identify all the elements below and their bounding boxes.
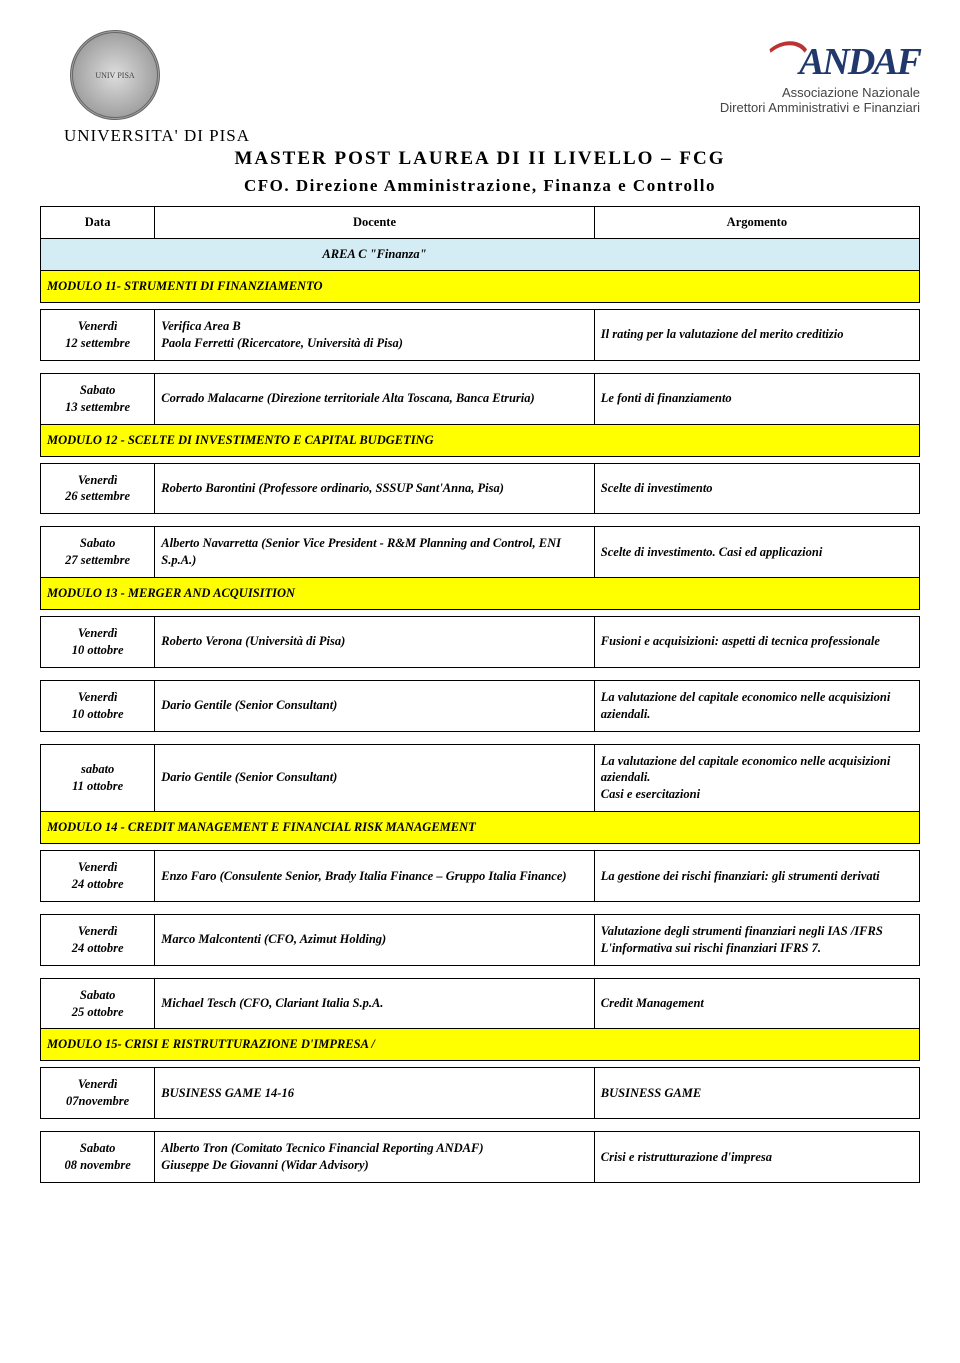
module-header-row: MODULO 14 - CREDIT MANAGEMENT E FINANCIA… — [41, 812, 920, 844]
argomento-cell: Crisi e ristrutturazione d'impresa — [594, 1132, 919, 1183]
col-header-data: Data — [41, 207, 155, 239]
subtitle: CFO. Direzione Amministrazione, Finanza … — [40, 176, 920, 196]
area-label: AREA C "Finanza" — [155, 239, 595, 271]
schedule-row: Sabato08 novembreAlberto Tron (Comitato … — [41, 1132, 920, 1183]
argomento-cell: Il rating per la valutazione del merito … — [594, 310, 919, 361]
date-cell: Sabato25 ottobre — [41, 978, 155, 1029]
schedule-row: Venerdì26 settembreRoberto Barontini (Pr… — [41, 463, 920, 514]
module-title: MODULO 14 - CREDIT MANAGEMENT E FINANCIA… — [41, 812, 920, 844]
col-header-argomento: Argomento — [594, 207, 919, 239]
master-title: MASTER POST LAUREA DI II LIVELLO – FCG — [40, 148, 920, 170]
docente-cell: Corrado Malacarne (Direzione territorial… — [155, 373, 595, 424]
argomento-cell: La gestione dei rischi finanziari: gli s… — [594, 851, 919, 902]
col-header-docente: Docente — [155, 207, 595, 239]
docente-cell: Dario Gentile (Senior Consultant) — [155, 680, 595, 731]
area-row: AREA C "Finanza" — [41, 239, 920, 271]
schedule-row: Venerdì07novembreBUSINESS GAME 14-16BUSI… — [41, 1068, 920, 1119]
module-title: MODULO 13 - MERGER AND ACQUISITION — [41, 578, 920, 610]
seal-logo: UNIV PISA — [70, 30, 160, 120]
docente-cell: Marco Malcontenti (CFO, Azimut Holding) — [155, 914, 595, 965]
docente-cell: Alberto Tron (Comitato Tecnico Financial… — [155, 1132, 595, 1183]
date-cell: Venerdì26 settembre — [41, 463, 155, 514]
module-title: MODULO 12 - SCELTE DI INVESTIMENTO E CAP… — [41, 424, 920, 456]
module-header-row: MODULO 15- CRISI E RISTRUTTURAZIONE D'IM… — [41, 1029, 920, 1061]
schedule-row: sabato11 ottobreDario Gentile (Senior Co… — [41, 744, 920, 812]
docente-cell: Verifica Area BPaola Ferretti (Ricercato… — [155, 310, 595, 361]
date-cell: Venerdì12 settembre — [41, 310, 155, 361]
docente-cell: Enzo Faro (Consulente Senior, Brady Ital… — [155, 851, 595, 902]
date-cell: Sabato08 novembre — [41, 1132, 155, 1183]
docente-cell: Roberto Verona (Università di Pisa) — [155, 617, 595, 668]
andaf-logo-block: ⌒ANDAF Associazione Nazionale Direttori … — [720, 30, 920, 115]
argomento-cell: BUSINESS GAME — [594, 1068, 919, 1119]
argomento-cell: Fusioni e acquisizioni: aspetti di tecni… — [594, 617, 919, 668]
module-header-row: MODULO 12 - SCELTE DI INVESTIMENTO E CAP… — [41, 424, 920, 456]
date-cell: Sabato27 settembre — [41, 527, 155, 578]
date-cell: Venerdì24 ottobre — [41, 914, 155, 965]
argomento-cell: Scelte di investimento — [594, 463, 919, 514]
logo-subtitle-2: Direttori Amministrativi e Finanziari — [720, 100, 920, 115]
module-title: MODULO 11- STRUMENTI DI FINANZIAMENTO — [41, 271, 920, 303]
date-cell: sabato11 ottobre — [41, 744, 155, 812]
argomento-cell: La valutazione del capitale economico ne… — [594, 680, 919, 731]
docente-cell: Michael Tesch (CFO, Clariant Italia S.p.… — [155, 978, 595, 1029]
date-cell: Venerdì10 ottobre — [41, 617, 155, 668]
docente-cell: Alberto Navarretta (Senior Vice Presiden… — [155, 527, 595, 578]
module-header-row: MODULO 13 - MERGER AND ACQUISITION — [41, 578, 920, 610]
argomento-cell: Scelte di investimento. Casi ed applicaz… — [594, 527, 919, 578]
schedule-row: Venerdì10 ottobreRoberto Verona (Univers… — [41, 617, 920, 668]
schedule-row: Sabato27 settembreAlberto Navarretta (Se… — [41, 527, 920, 578]
table-header-row: Data Docente Argomento — [41, 207, 920, 239]
docente-cell: Roberto Barontini (Professore ordinario,… — [155, 463, 595, 514]
module-header-row: MODULO 11- STRUMENTI DI FINANZIAMENTO — [41, 271, 920, 303]
argomento-cell: Valutazione degli strumenti finanziari n… — [594, 914, 919, 965]
date-cell: Venerdì10 ottobre — [41, 680, 155, 731]
university-name: UNIVERSITA' DI PISA — [64, 126, 920, 146]
schedule-table: Data Docente Argomento AREA C "Finanza" … — [40, 206, 920, 1183]
schedule-row: Venerdì10 ottobreDario Gentile (Senior C… — [41, 680, 920, 731]
schedule-row: Venerdì12 settembreVerifica Area BPaola … — [41, 310, 920, 361]
schedule-row: Venerdì24 ottobreEnzo Faro (Consulente S… — [41, 851, 920, 902]
logo-subtitle-1: Associazione Nazionale — [720, 85, 920, 100]
schedule-row: Sabato25 ottobreMichael Tesch (CFO, Clar… — [41, 978, 920, 1029]
swoosh-icon: ⌒ — [763, 41, 799, 83]
andaf-logo-text: ⌒ANDAF — [720, 30, 920, 85]
docente-cell: Dario Gentile (Senior Consultant) — [155, 744, 595, 812]
date-cell: Venerdì07novembre — [41, 1068, 155, 1119]
date-cell: Sabato13 settembre — [41, 373, 155, 424]
logo-main: ANDAF — [799, 41, 920, 83]
docente-cell: BUSINESS GAME 14-16 — [155, 1068, 595, 1119]
argomento-cell: La valutazione del capitale economico ne… — [594, 744, 919, 812]
module-title: MODULO 15- CRISI E RISTRUTTURAZIONE D'IM… — [41, 1029, 920, 1061]
argomento-cell: Credit Management — [594, 978, 919, 1029]
schedule-row: Venerdì24 ottobreMarco Malcontenti (CFO,… — [41, 914, 920, 965]
date-cell: Venerdì24 ottobre — [41, 851, 155, 902]
schedule-row: Sabato13 settembreCorrado Malacarne (Dir… — [41, 373, 920, 424]
argomento-cell: Le fonti di finanziamento — [594, 373, 919, 424]
page-header: UNIV PISA ⌒ANDAF Associazione Nazionale … — [40, 30, 920, 120]
